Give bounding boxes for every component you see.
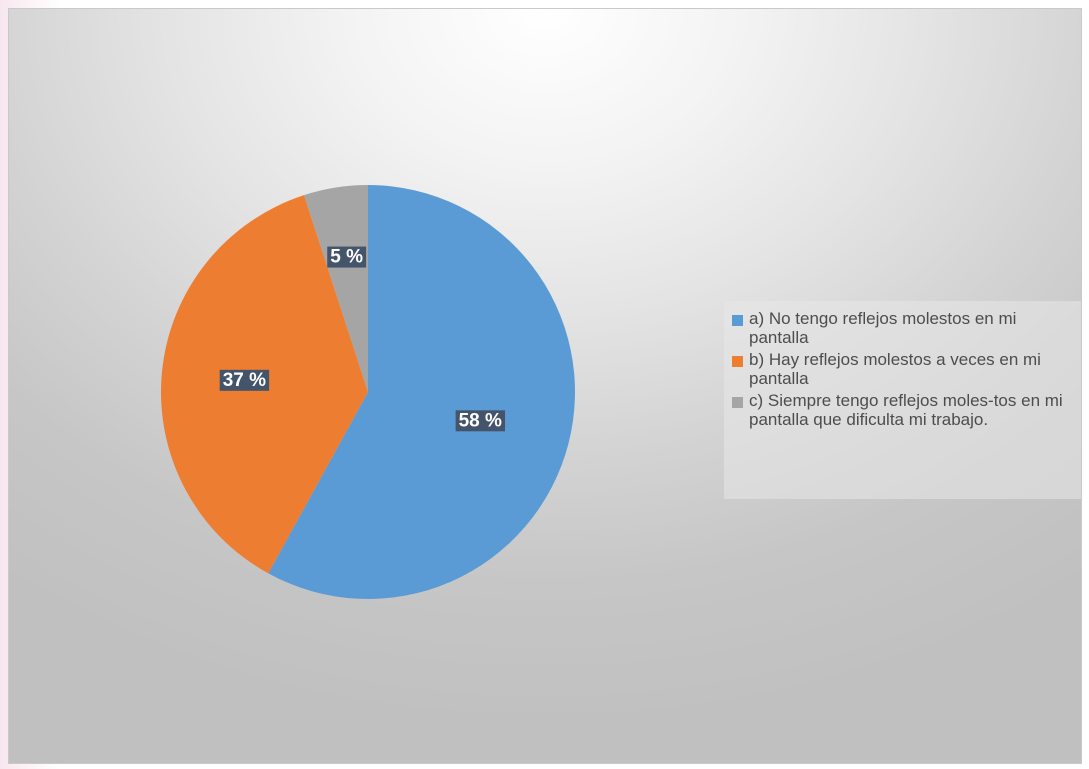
slice-a [268,185,575,600]
legend-label-b: b) Hay reflejos molestos a veces en mi p… [749,350,1041,388]
legend-swatch-c [732,397,743,408]
legend-label-a: a) No tengo reflejos molestos en mi pant… [749,309,1017,347]
pie-chart: 58 % 37 % 5 % [160,185,575,600]
slice-label-c: 5 % [327,246,367,268]
slice-c [304,185,368,392]
slice-label-b: 37 % [219,369,270,391]
chart-area: 58 % 37 % 5 % a) No tengo reflejos molesto… [8,8,1082,764]
legend-swatch-a [732,315,743,326]
svg-text:5 %: 5 % [330,247,363,268]
legend-swatch-b [732,356,743,367]
legend-item-b: b) Hay reflejos molestos a veces en mi p… [732,350,1078,388]
slice-label-a: 58 % [455,410,506,432]
legend-item-c: c) Siempre tengo reflejos moles-tos en m… [732,391,1078,429]
chart-legend: a) No tengo reflejos molestos en mi pant… [724,301,1081,499]
legend-label-c: c) Siempre tengo reflejos moles-tos en m… [749,391,1063,429]
svg-text:58 %: 58 % [459,410,502,431]
svg-text:37 %: 37 % [223,370,266,391]
legend-item-a: a) No tengo reflejos molestos en mi pant… [732,309,1078,347]
